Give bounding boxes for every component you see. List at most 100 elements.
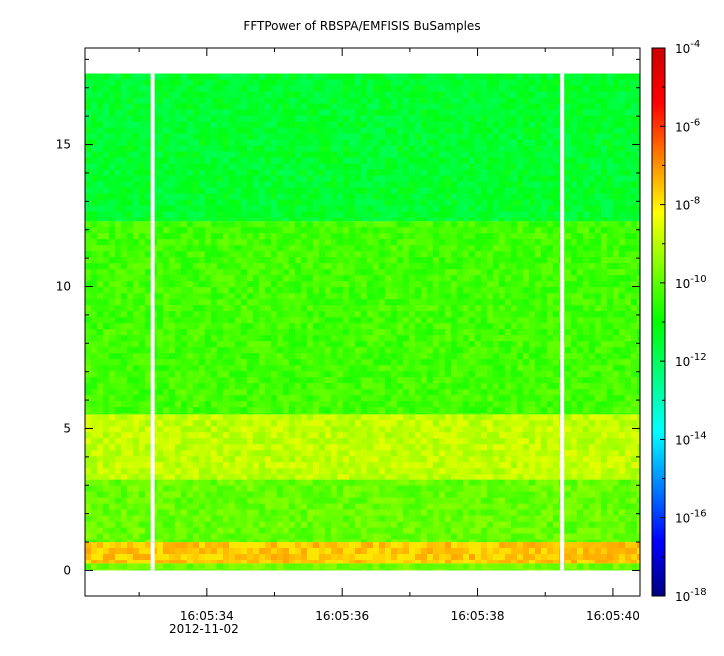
spectrogram-cell bbox=[541, 539, 547, 543]
spectrogram-cell bbox=[253, 497, 259, 504]
spectrogram-cell bbox=[457, 485, 463, 492]
spectrogram-cell bbox=[439, 527, 445, 534]
spectrogram-cell bbox=[277, 527, 283, 534]
spectrogram-cell bbox=[163, 444, 169, 451]
spectrogram-cell bbox=[139, 353, 145, 360]
spectrogram-cell bbox=[427, 293, 433, 300]
spectrogram-cell bbox=[601, 539, 607, 543]
spectrogram-cell bbox=[283, 347, 289, 354]
spectrogram-cell bbox=[133, 554, 139, 561]
spectrogram-cell bbox=[457, 533, 463, 540]
spectrogram-cell bbox=[523, 305, 529, 312]
spectrogram-cell bbox=[103, 497, 109, 504]
spectrogram-cell bbox=[319, 239, 325, 246]
spectrogram-cell bbox=[565, 563, 571, 570]
spectrogram-cell bbox=[523, 563, 529, 570]
spectrogram-cell bbox=[463, 515, 469, 522]
spectrogram-cell bbox=[169, 269, 175, 276]
spectrogram-cell bbox=[325, 533, 331, 540]
spectrogram-cell bbox=[157, 275, 163, 282]
spectrogram-cell bbox=[385, 299, 391, 306]
spectrogram-cell bbox=[445, 548, 451, 555]
spectrogram-cell bbox=[97, 420, 103, 427]
spectrogram-cell bbox=[85, 275, 91, 282]
spectrogram-cell bbox=[565, 227, 571, 234]
spectrogram-cell bbox=[571, 329, 577, 336]
spectrogram-cell bbox=[223, 239, 229, 246]
spectrogram-cell bbox=[565, 521, 571, 528]
spectrogram-cell bbox=[325, 438, 331, 445]
spectrogram-cell bbox=[427, 554, 433, 561]
spectrogram-cell bbox=[499, 359, 505, 366]
spectrogram-cell bbox=[499, 527, 505, 534]
spectrogram-cell bbox=[427, 299, 433, 306]
spectrogram-cell bbox=[235, 563, 241, 570]
spectrogram-cell bbox=[595, 503, 601, 510]
spectrogram-cell bbox=[325, 305, 331, 312]
spectrogram-cell bbox=[481, 365, 487, 372]
spectrogram-cell bbox=[133, 293, 139, 300]
spectrogram-cell bbox=[517, 414, 523, 421]
spectrogram-cell bbox=[469, 468, 475, 475]
spectrogram-cell bbox=[235, 245, 241, 252]
spectrogram-cell bbox=[169, 420, 175, 427]
spectrogram-cell bbox=[91, 311, 97, 318]
spectrogram-cell bbox=[85, 317, 91, 324]
spectrogram-cell bbox=[217, 317, 223, 324]
spectrogram-cell bbox=[331, 542, 337, 549]
spectrogram-cell bbox=[499, 335, 505, 342]
spectrogram-cell bbox=[505, 560, 511, 564]
spectrogram-cell bbox=[583, 335, 589, 342]
spectrogram-cell bbox=[379, 563, 385, 570]
spectrogram-cell bbox=[553, 509, 559, 516]
spectrogram-cell bbox=[217, 239, 223, 246]
spectrogram-cell bbox=[205, 317, 211, 324]
spectrogram-cell bbox=[415, 444, 421, 451]
spectrogram-cell bbox=[619, 474, 625, 480]
spectrogram-cell bbox=[349, 491, 355, 498]
spectrogram-cell bbox=[319, 257, 325, 264]
spectrogram-cell bbox=[415, 542, 421, 549]
spectrogram-cell bbox=[529, 569, 535, 571]
spectrogram-cell bbox=[127, 329, 133, 336]
spectrogram-cell bbox=[337, 311, 343, 318]
spectrogram-cell bbox=[637, 359, 640, 366]
spectrogram-cell bbox=[619, 353, 625, 360]
spectrogram-cell bbox=[409, 450, 415, 457]
spectrogram-cell bbox=[475, 239, 481, 246]
spectrogram-cell bbox=[637, 323, 640, 330]
spectrogram-cell bbox=[295, 527, 301, 534]
spectrogram-cell bbox=[277, 444, 283, 451]
spectrogram-cell bbox=[127, 251, 133, 258]
spectrogram-cell bbox=[583, 521, 589, 528]
spectrogram-cell bbox=[403, 420, 409, 427]
spectrogram-cell bbox=[463, 563, 469, 570]
spectrogram-cell bbox=[187, 233, 193, 240]
spectrogram-cell bbox=[637, 497, 640, 504]
spectrogram-cell bbox=[223, 329, 229, 336]
spectrogram-cell bbox=[367, 365, 373, 372]
spectrogram-cell bbox=[199, 438, 205, 445]
spectrogram-cell bbox=[451, 539, 457, 543]
spectrogram-cell bbox=[517, 527, 523, 534]
spectrogram-cell bbox=[547, 239, 553, 246]
spectrogram-cell bbox=[373, 269, 379, 276]
spectrogram-cell bbox=[481, 245, 487, 252]
spectrogram-cell bbox=[607, 269, 613, 276]
spectrogram-cell bbox=[415, 569, 421, 571]
spectrogram-cell bbox=[205, 221, 211, 228]
spectrogram-cell bbox=[475, 317, 481, 324]
spectrogram-cell bbox=[463, 438, 469, 445]
spectrogram-cell bbox=[349, 497, 355, 504]
spectrogram-cell bbox=[139, 275, 145, 282]
spectrogram-cell bbox=[409, 560, 415, 564]
spectrogram-cell bbox=[373, 456, 379, 463]
spectrogram-cell bbox=[205, 353, 211, 360]
spectrogram-cell bbox=[145, 311, 151, 318]
spectrogram-cell bbox=[319, 527, 325, 534]
spectrogram-cell bbox=[481, 420, 487, 427]
spectrogram-cell bbox=[313, 509, 319, 516]
spectrogram-cell bbox=[295, 221, 301, 228]
spectrogram-cell bbox=[163, 527, 169, 534]
spectrogram-cell bbox=[517, 263, 523, 270]
